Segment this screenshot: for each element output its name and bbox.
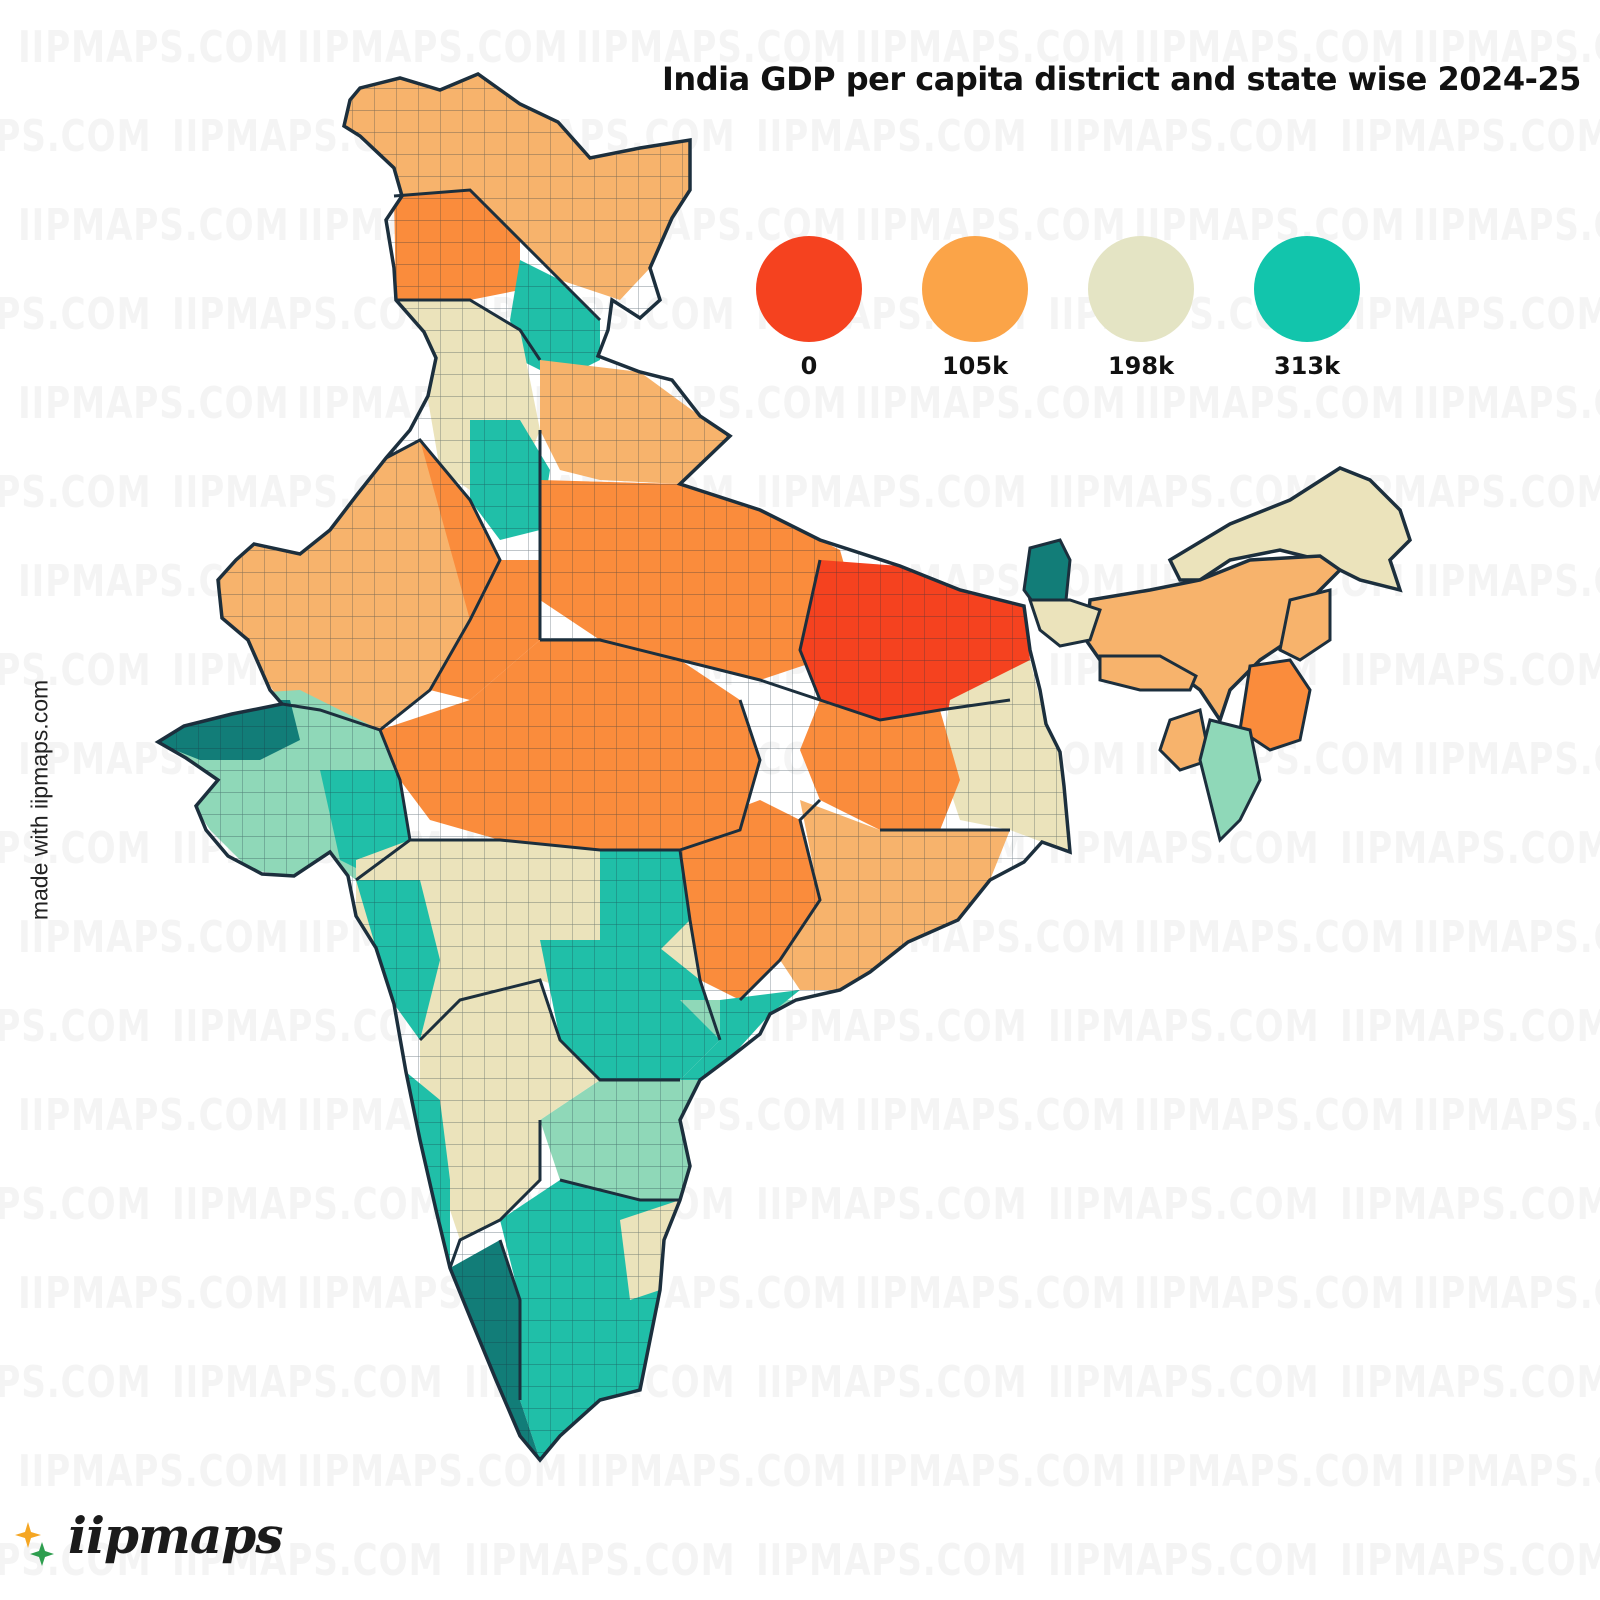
map-title: India GDP per capita district and state …: [662, 60, 1581, 98]
legend-item-0: 0: [756, 236, 862, 380]
legend-label: 313k: [1273, 352, 1341, 380]
legend-item-313k: 313k: [1254, 236, 1360, 380]
legend-label: 0: [800, 352, 818, 380]
legend-swatch: [1254, 236, 1360, 342]
legend-label: 198k: [1107, 352, 1175, 380]
legend-label: 105k: [941, 352, 1009, 380]
region-mizoram: [1198, 718, 1262, 843]
legend: 0 105k 198k 313k: [756, 236, 1360, 386]
legend-item-105k: 105k: [922, 236, 1028, 380]
state-borders: [281, 188, 1011, 1400]
sparkle-icon: [15, 1522, 54, 1566]
mainland-outline: [154, 72, 1072, 1463]
credit-text: made with iipmaps.com: [26, 679, 53, 921]
northeast-states: [1022, 466, 1413, 843]
region-meghalaya: [1098, 654, 1198, 692]
legend-item-198k: 198k: [1088, 236, 1194, 380]
legend-swatch: [1088, 236, 1194, 342]
legend-swatch: [922, 236, 1028, 342]
region-arunachal: [1167, 466, 1413, 593]
region-tripura: [1158, 708, 1212, 772]
region-north-bengal: [1027, 598, 1102, 648]
region-nagaland: [1278, 588, 1332, 662]
legend-swatch: [756, 236, 862, 342]
logo-text: iipmaps: [68, 1506, 283, 1565]
